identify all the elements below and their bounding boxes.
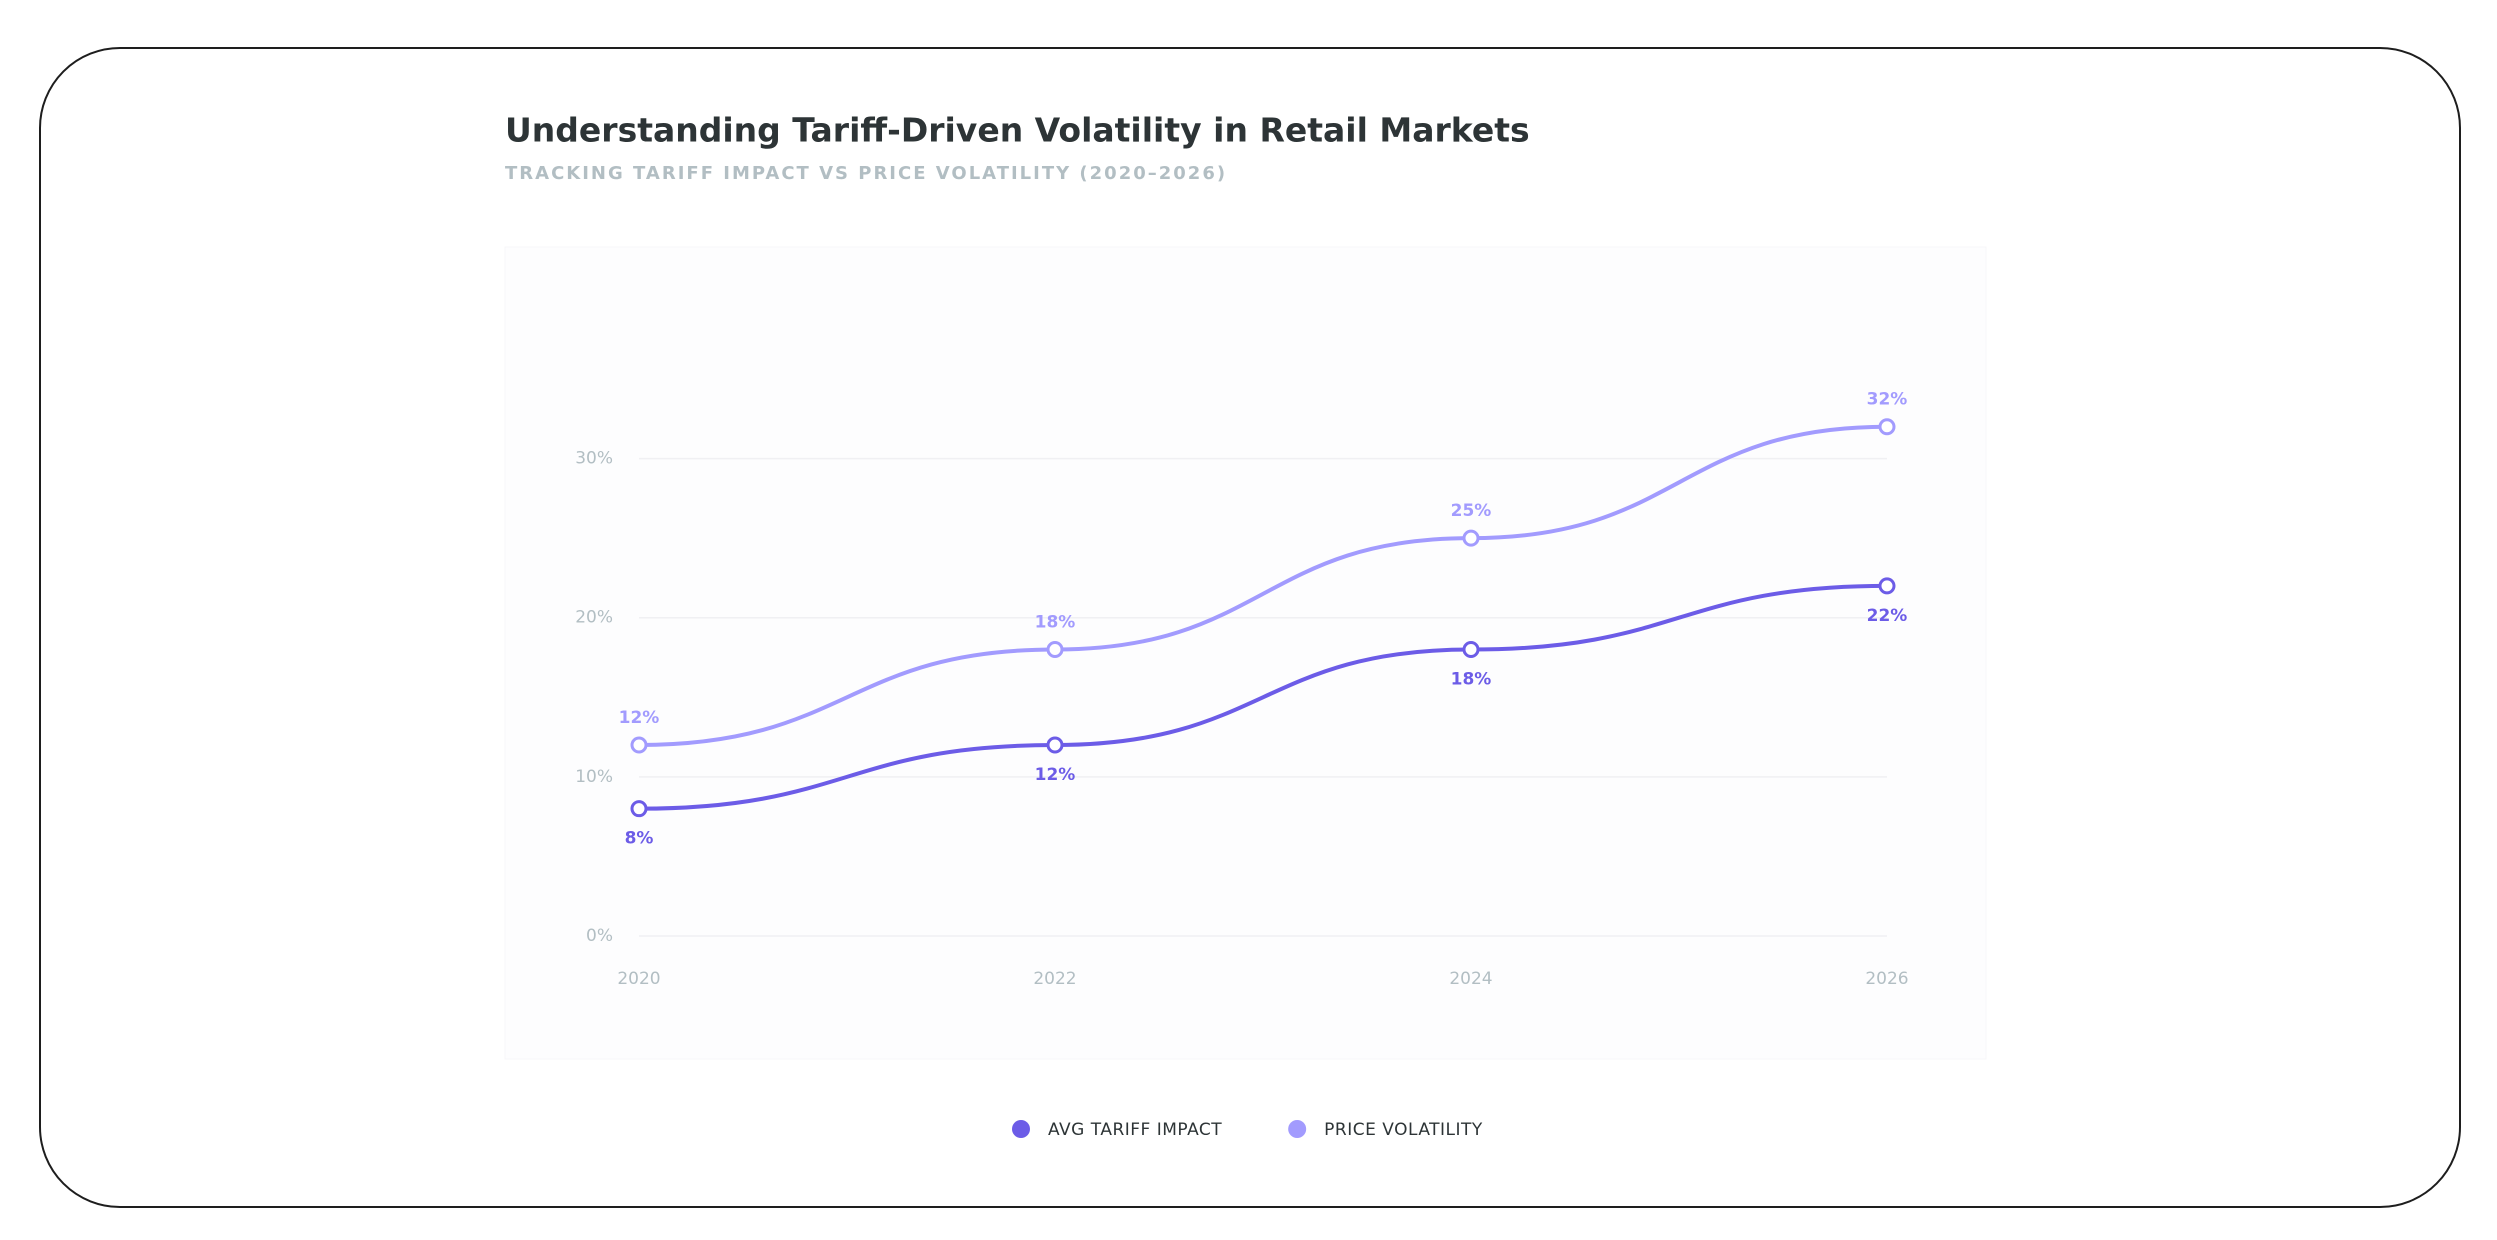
y-tick-label: 30% (575, 449, 613, 469)
chart-subtitle: TRACKING TARIFF IMPACT VS PRICE VOLATILI… (505, 163, 1227, 184)
data-label: 32% (1867, 390, 1908, 410)
legend-swatch (1288, 1120, 1307, 1138)
data-label: 8% (625, 829, 654, 849)
data-point (1462, 529, 1480, 547)
plot-panel (504, 246, 1987, 1060)
x-tick-label: 2026 (1865, 969, 1908, 989)
legend-swatch (1012, 1120, 1030, 1138)
series-line (638, 583, 1888, 811)
x-tick-label: 2024 (1449, 969, 1492, 989)
data-point (1046, 736, 1064, 754)
y-tick-label: 0% (586, 926, 613, 946)
data-point (630, 800, 648, 818)
data-point (1046, 641, 1064, 659)
x-tick-label: 2022 (1033, 969, 1076, 989)
data-point (1878, 577, 1896, 595)
data-label: 12% (619, 708, 660, 728)
data-point (1462, 641, 1480, 659)
data-label: 25% (1451, 501, 1492, 521)
y-tick-label: 10% (575, 767, 613, 787)
data-point (630, 736, 648, 754)
series-line (638, 424, 1888, 748)
chart-title: Understanding Tariff-Driven Volatility i… (505, 111, 1530, 150)
data-label: 18% (1035, 613, 1076, 633)
x-tick-label: 2020 (617, 969, 660, 989)
data-label: 22% (1867, 606, 1908, 626)
legend-label: AVG TARIFF IMPACT (1048, 1120, 1222, 1140)
data-point (1878, 418, 1896, 436)
legend-label: PRICE VOLATILITY (1324, 1120, 1483, 1140)
data-label: 18% (1451, 670, 1492, 690)
data-label: 12% (1035, 765, 1076, 785)
y-tick-label: 20% (575, 608, 613, 628)
